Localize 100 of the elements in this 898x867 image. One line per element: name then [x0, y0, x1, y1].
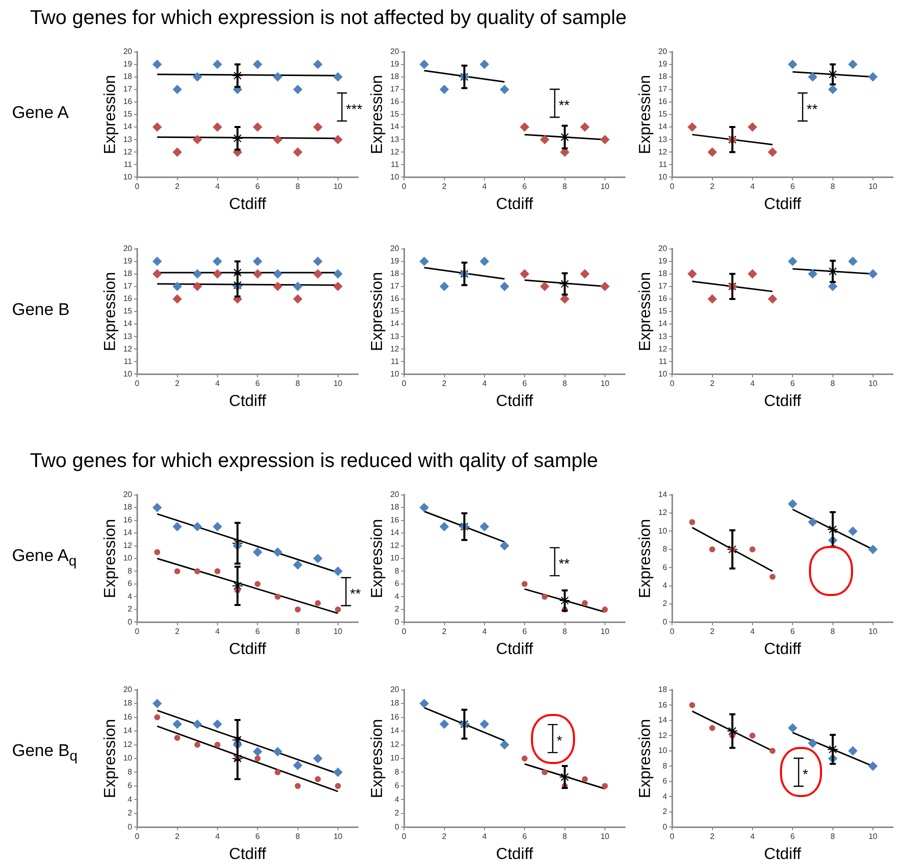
x-tick-label: 6 — [790, 627, 796, 636]
x-tick-label: 0 — [402, 182, 407, 192]
x-tick-label: 4 — [482, 832, 488, 842]
y-tick-label: 10 — [123, 369, 133, 378]
y-axis-title: Expression — [637, 518, 654, 598]
x-tick-label: 10 — [868, 182, 878, 192]
x-tick-label: 2 — [710, 379, 716, 388]
x-tick-label: 0 — [402, 379, 407, 388]
x-tick-label: 6 — [255, 832, 260, 842]
y-tick-label: 2 — [394, 604, 400, 614]
y-tick-label: 4 — [662, 792, 668, 801]
y-tick-label: 8 — [394, 566, 400, 576]
y-tick-label: 13 — [123, 332, 133, 341]
y-axis-title: Expression — [102, 518, 120, 598]
y-tick-label: 12 — [390, 540, 400, 550]
y-tick-label: 14 — [658, 716, 668, 725]
x-tick-label: 8 — [562, 182, 568, 192]
y-tick-label: 10 — [658, 746, 668, 756]
y-tick-label: 8 — [128, 767, 133, 776]
y-tick-label: 12 — [658, 730, 668, 740]
y-tick-label: 8 — [662, 544, 668, 554]
y-tick-label: 15 — [123, 110, 133, 119]
x-tick-label: 2 — [442, 182, 448, 192]
y-tick-label: 18 — [390, 269, 400, 278]
x-tick-label: 8 — [830, 627, 836, 636]
y-tick-label: 19 — [123, 60, 133, 69]
y-tick-label: 18 — [123, 269, 133, 278]
y-tick-label: 6 — [394, 781, 400, 790]
y-axis-title: Expression — [102, 272, 120, 352]
y-tick-label: 16 — [123, 515, 133, 524]
y-tick-label: 18 — [390, 502, 400, 512]
x-tick-label: 10 — [600, 627, 610, 636]
x-axis-title: Ctdiff — [764, 392, 802, 410]
y-axis-title: Expression — [369, 718, 386, 798]
y-tick-label: 18 — [390, 72, 400, 82]
y-tick-label: 10 — [390, 172, 400, 182]
x-tick-label: 6 — [522, 182, 528, 192]
y-tick-label: 6 — [662, 562, 668, 572]
x-tick-label: 0 — [134, 832, 140, 842]
y-tick-label: 2 — [662, 807, 668, 816]
x-tick-label: 8 — [830, 832, 836, 842]
y-tick-label: 16 — [390, 97, 400, 106]
x-tick-label: 10 — [600, 182, 610, 192]
y-tick-label: 18 — [390, 698, 400, 708]
y-tick-label: 12 — [123, 540, 133, 550]
annotation: * — [802, 766, 809, 782]
y-tick-label: 17 — [123, 84, 133, 94]
x-tick-label: 8 — [562, 379, 568, 388]
y-tick-label: 20 — [390, 490, 400, 500]
y-tick-label: 11 — [390, 356, 400, 366]
y-tick-label: 4 — [128, 592, 133, 601]
y-tick-label: 0 — [128, 822, 133, 832]
y-axis-title: Expression — [102, 718, 120, 798]
x-axis-title: Ctdiff — [496, 392, 534, 410]
y-tick-label: 14 — [658, 490, 668, 500]
x-tick-label: 0 — [402, 832, 407, 842]
annotation: ** — [350, 585, 362, 602]
x-tick-label: 8 — [562, 832, 568, 842]
x-tick-label: 4 — [482, 182, 488, 192]
annotation: *** — [346, 100, 363, 117]
y-tick-label: 16 — [390, 712, 400, 722]
annotation: ** — [558, 97, 570, 114]
x-tick-label: 0 — [670, 627, 675, 636]
y-tick-label: 10 — [123, 172, 133, 182]
x-tick-label: 4 — [215, 182, 220, 192]
y-tick-label: 12 — [390, 344, 400, 354]
y-tick-label: 0 — [662, 617, 668, 626]
y-tick-label: 16 — [390, 294, 400, 304]
y-tick-label: 0 — [662, 822, 668, 832]
y-tick-label: 10 — [658, 369, 668, 378]
y-tick-label: 19 — [658, 60, 668, 69]
x-tick-label: 10 — [333, 379, 343, 388]
x-tick-label: 0 — [670, 182, 675, 192]
x-tick-label: 6 — [790, 379, 796, 388]
y-tick-label: 17 — [658, 282, 668, 291]
y-tick-label: 11 — [124, 160, 133, 169]
y-tick-label: 19 — [390, 60, 400, 69]
x-tick-label: 8 — [296, 627, 301, 636]
x-tick-label: 4 — [482, 379, 488, 388]
annotation: ** — [806, 100, 818, 117]
y-axis-title: Expression — [637, 718, 654, 798]
y-tick-label: 15 — [390, 306, 400, 316]
y-tick-label: 10 — [390, 369, 400, 378]
y-axis-title: Expression — [369, 518, 386, 598]
y-axis-title: Expression — [102, 74, 120, 154]
text: Gene B$_{q}$ — [12, 741, 78, 764]
y-tick-label: 18 — [658, 269, 668, 278]
y-tick-label: 20 — [123, 244, 133, 254]
x-tick-label: 0 — [134, 182, 140, 192]
y-tick-label: 20 — [123, 490, 133, 500]
x-tick-label: 10 — [600, 832, 610, 842]
y-tick-label: 15 — [658, 110, 668, 119]
x-tick-label: 8 — [830, 182, 836, 192]
y-tick-label: 16 — [658, 700, 668, 710]
x-tick-label: 4 — [750, 379, 756, 388]
y-tick-label: 6 — [394, 579, 400, 588]
x-tick-label: 2 — [175, 627, 180, 636]
y-tick-label: 14 — [390, 726, 400, 736]
y-tick-label: 4 — [394, 794, 400, 804]
y-axis-title: Expression — [637, 272, 654, 352]
